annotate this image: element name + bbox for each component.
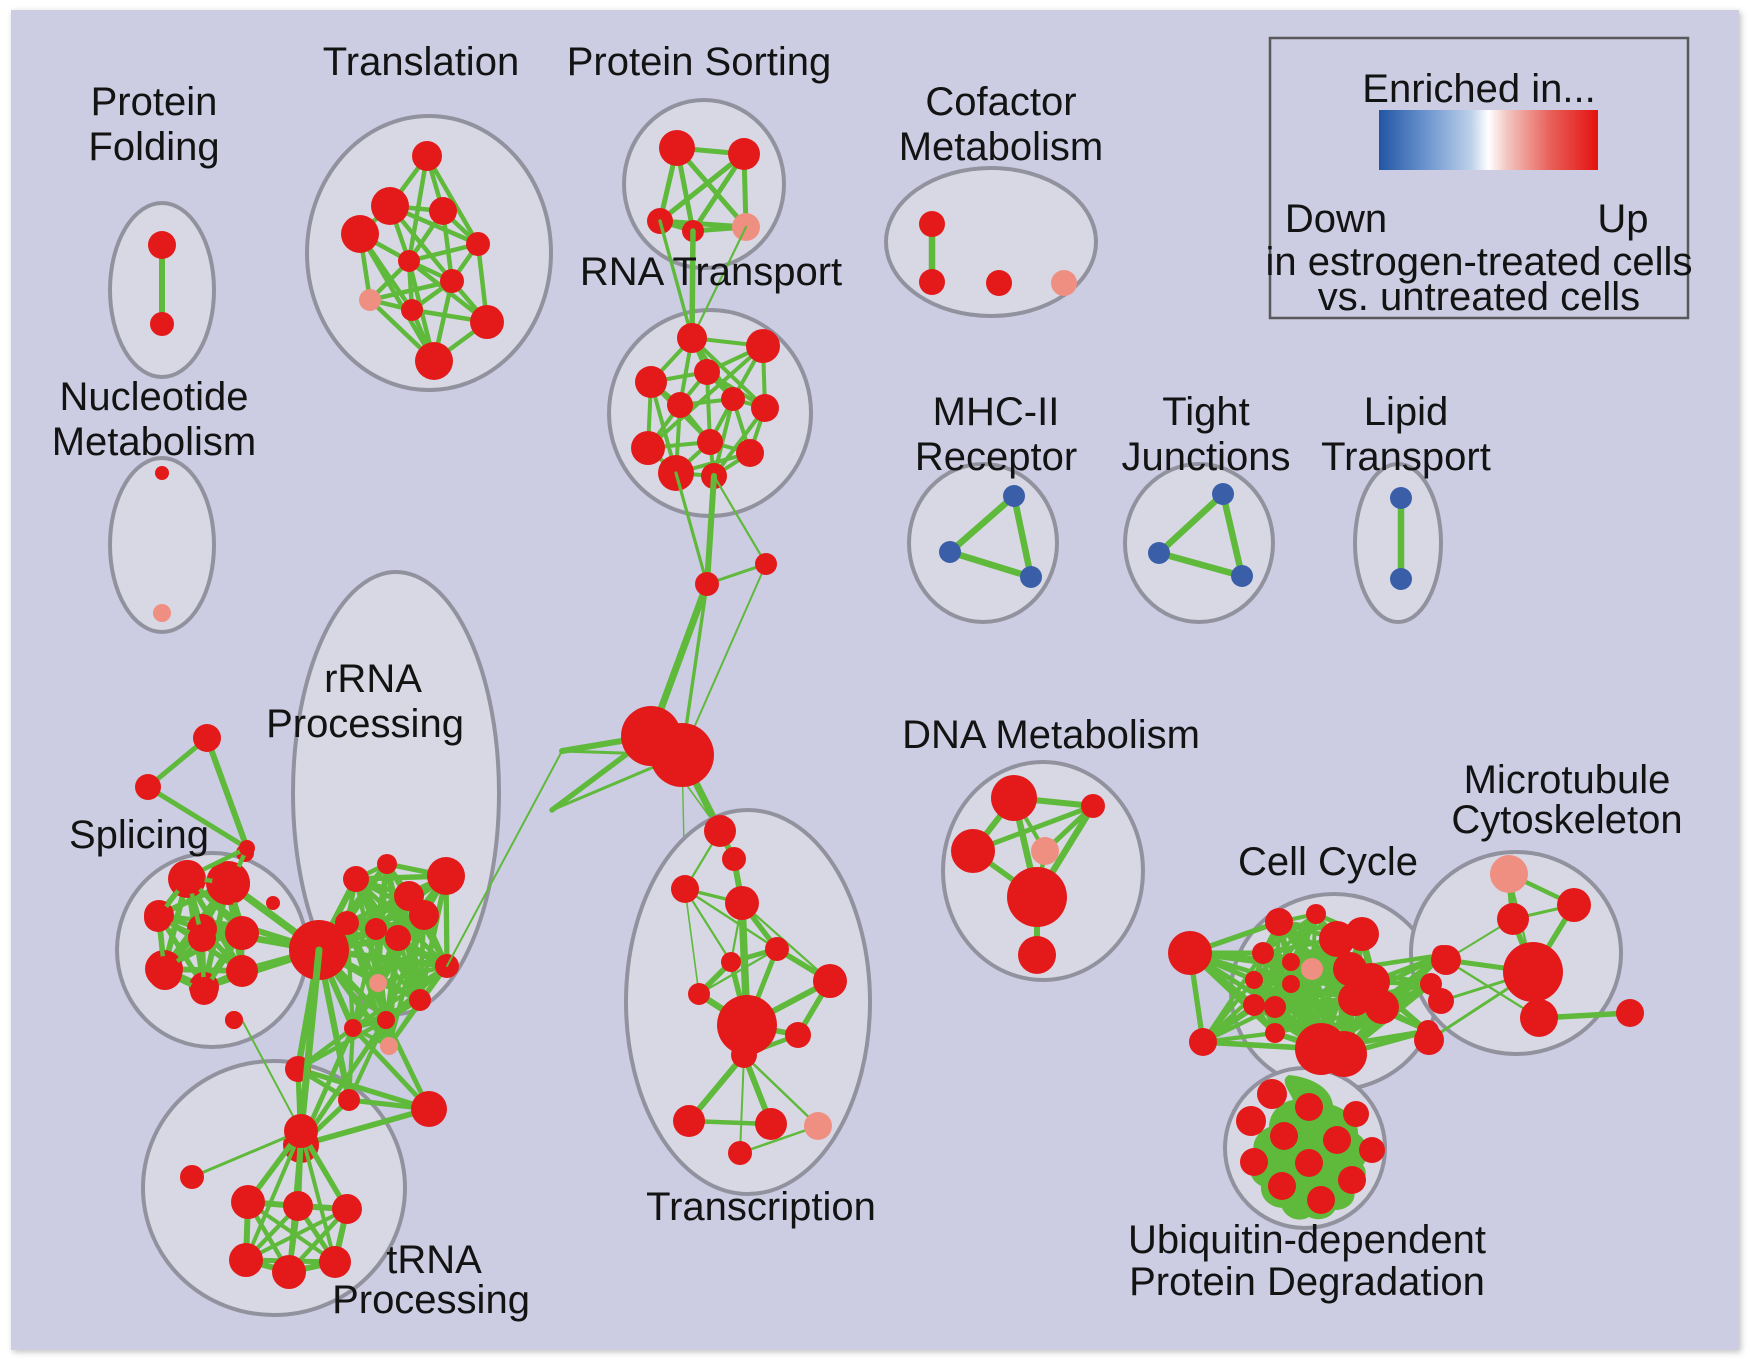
svg-text:tRNA: tRNA [386,1238,482,1282]
svg-text:Protein: Protein [91,80,218,124]
svg-text:Microtubule: Microtubule [1464,758,1671,802]
svg-text:Processing: Processing [332,1278,530,1322]
svg-text:DNA Metabolism: DNA Metabolism [902,713,1200,757]
svg-text:Splicing: Splicing [69,813,209,857]
svg-text:Ubiquitin-dependent: Ubiquitin-dependent [1128,1218,1486,1262]
svg-text:Transcription: Transcription [646,1185,876,1229]
svg-text:Cofactor: Cofactor [925,80,1076,124]
svg-text:Down: Down [1285,197,1387,241]
svg-text:Nucleotide: Nucleotide [59,375,248,419]
svg-text:RNA Transport: RNA Transport [580,250,842,294]
svg-text:Junctions: Junctions [1122,435,1291,479]
svg-text:Enriched in...: Enriched in... [1362,67,1595,111]
svg-text:Protein Sorting: Protein Sorting [567,40,832,84]
svg-text:Cell Cycle: Cell Cycle [1238,840,1418,884]
svg-text:Tight: Tight [1162,390,1249,434]
svg-text:rRNA: rRNA [324,657,422,701]
svg-text:Receptor: Receptor [915,435,1077,479]
svg-text:Cytoskeleton: Cytoskeleton [1451,798,1682,842]
svg-text:Metabolism: Metabolism [899,125,1104,169]
svg-text:Processing: Processing [266,702,464,746]
svg-text:Translation: Translation [323,40,519,84]
svg-text:Lipid: Lipid [1364,390,1449,434]
svg-text:Transport: Transport [1321,435,1491,479]
svg-text:Protein Degradation: Protein Degradation [1129,1260,1485,1304]
svg-text:Folding: Folding [88,125,219,169]
svg-text:Up: Up [1597,197,1648,241]
svg-text:vs. untreated cells: vs. untreated cells [1318,275,1640,319]
svg-text:Metabolism: Metabolism [52,420,257,464]
svg-text:MHC-II: MHC-II [933,390,1060,434]
